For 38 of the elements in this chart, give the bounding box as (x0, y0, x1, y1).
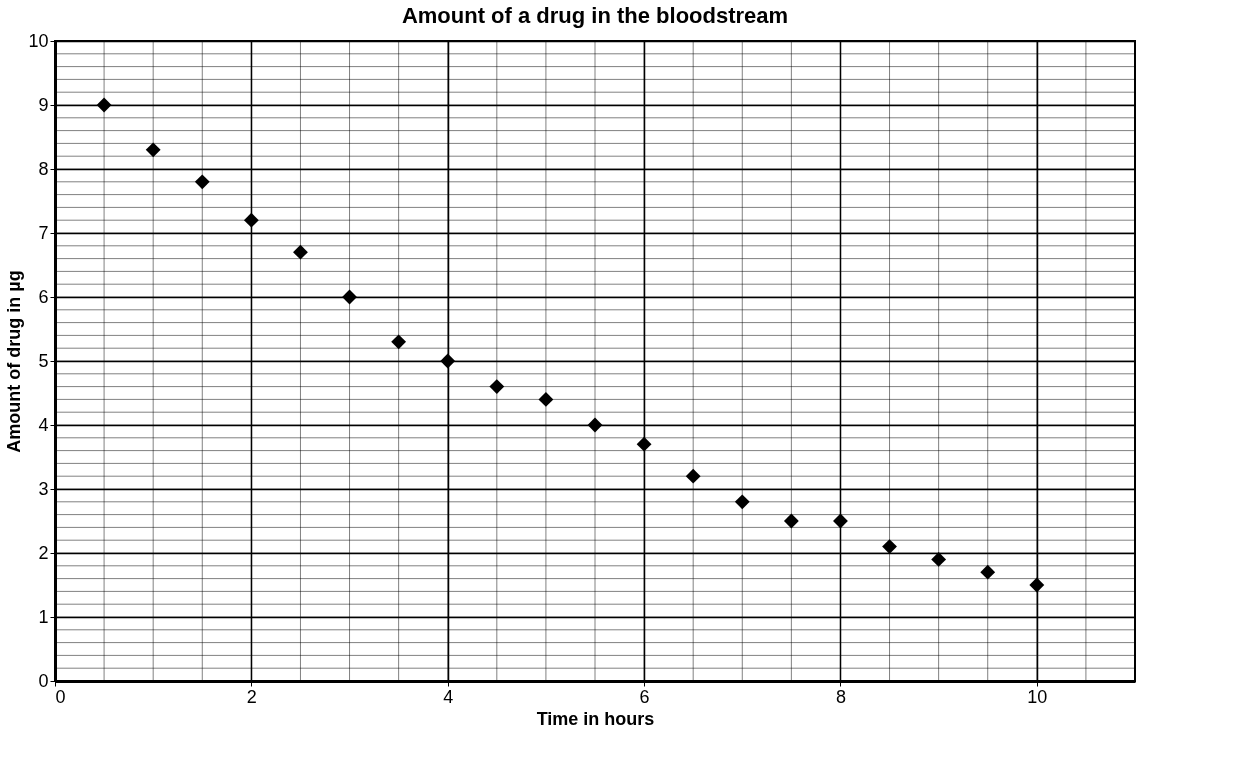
y-tick-label: 8 (38, 158, 49, 179)
x-tick-label: 6 (639, 686, 650, 707)
point (685, 468, 701, 484)
y-tick-label: 4 (38, 414, 49, 435)
chart-title: Amount of a drug in the bloodstream (401, 3, 789, 28)
point (96, 97, 112, 113)
point (882, 539, 897, 555)
y-tick-label: 1 (38, 606, 49, 627)
y-tick-label: 9 (38, 94, 49, 115)
y-tick-label: 0 (38, 670, 49, 691)
point (1029, 577, 1045, 593)
point (145, 142, 161, 158)
point (980, 564, 996, 580)
x-tick-label: 0 (55, 686, 66, 707)
point (538, 391, 554, 407)
y-tick-label: 7 (38, 222, 49, 243)
y-tick-label: 3 (38, 478, 49, 499)
point (391, 334, 407, 350)
y-tick-label: 6 (38, 286, 49, 307)
x-tick-label: 10 (1027, 686, 1048, 707)
point (783, 513, 799, 529)
x-axis-title: Time in hours (536, 708, 655, 729)
y-tick-label: 2 (38, 542, 49, 563)
point (931, 551, 947, 567)
x-tick-label: 8 (835, 686, 846, 707)
x-tick-label: 2 (246, 686, 257, 707)
point (489, 379, 505, 395)
point (194, 174, 210, 190)
point (440, 353, 456, 369)
y-tick-label: 5 (38, 350, 49, 371)
point (734, 494, 750, 510)
point (243, 212, 259, 228)
point (293, 244, 308, 260)
point (636, 436, 652, 452)
y-tick-label: 10 (28, 30, 49, 51)
x-tick-label: 4 (443, 686, 454, 707)
point (587, 417, 603, 433)
y-axis-title: Amount of drug in µg (4, 270, 25, 453)
